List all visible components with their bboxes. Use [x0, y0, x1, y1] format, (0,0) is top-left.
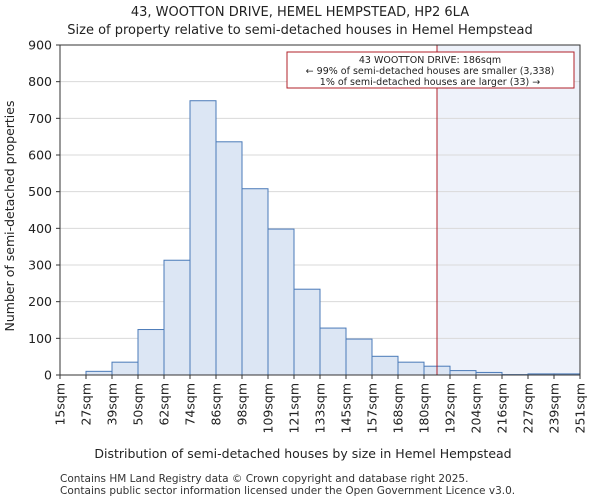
- x-tick-label: 145sqm: [339, 383, 354, 433]
- y-tick-label: 500: [28, 184, 52, 199]
- x-tick-label: 133sqm: [313, 383, 328, 433]
- x-axis-label: Distribution of semi-detached houses by …: [94, 446, 511, 461]
- x-tick-label: 192sqm: [443, 383, 458, 433]
- y-tick-label: 400: [28, 221, 52, 236]
- bar: [215, 141, 243, 376]
- bar: [163, 259, 191, 376]
- footer-line1: Contains HM Land Registry data © Crown c…: [60, 473, 469, 485]
- footer: Contains HM Land Registry data © Crown c…: [60, 473, 515, 497]
- x-tick-label: 86sqm: [209, 383, 224, 426]
- highlight-region: [437, 45, 580, 375]
- x-tick-label: 27sqm: [79, 383, 94, 426]
- x-tick-label: 157sqm: [365, 383, 380, 433]
- bar: [241, 188, 269, 376]
- annotation-line: ← 99% of semi-detached houses are smalle…: [306, 66, 555, 77]
- gridlines: [60, 44, 580, 376]
- bar: [137, 329, 165, 376]
- x-tick-label: 180sqm: [417, 383, 432, 433]
- bar: [267, 228, 295, 376]
- histogram-chart: 0 100 200 300 400 500 600 700 800 900 15sqm 27sqm 3…: [2, 38, 588, 462]
- chart-title-line2: Size of property relative to semi-detach…: [67, 23, 533, 38]
- chart-title: 43, WOOTTON DRIVE, HEMEL HEMPSTEAD, HP2 …: [0, 4, 600, 40]
- annotation-box: [286, 51, 575, 89]
- annotation-line: 1% of semi-detached houses are larger (3…: [320, 77, 540, 88]
- footer-line2: Contains public sector information licen…: [60, 485, 516, 497]
- y-tick-label: 100: [28, 331, 52, 346]
- y-tick-label: 300: [28, 258, 52, 273]
- y-tick-label: 800: [28, 74, 52, 89]
- x-axis-ticks: 15sqm 27sqm 39sqm 50sqm 62sqm 74sqm 86sqm 98sqm…: [53, 375, 588, 433]
- bar: [345, 338, 373, 376]
- bar: [449, 370, 477, 376]
- y-axis-label: Number of semi-detached properties: [2, 101, 17, 332]
- chart-title-line1: 43, WOOTTON DRIVE, HEMEL HEMPSTEAD, HP2 …: [130, 5, 470, 20]
- bar: [189, 100, 217, 376]
- x-tick-label: 204sqm: [469, 383, 484, 433]
- x-tick-label: 227sqm: [521, 383, 536, 433]
- y-tick-label: 900: [28, 38, 52, 53]
- x-tick-label: 50sqm: [131, 383, 146, 426]
- annotation-text: 43 WOOTTON DRIVE: 186sqm← 99% of semi-de…: [306, 55, 555, 88]
- x-tick-label: 98sqm: [235, 383, 250, 426]
- x-tick-label: 251sqm: [573, 383, 588, 433]
- bars: [85, 100, 581, 376]
- x-tick-label: 74sqm: [183, 383, 198, 426]
- x-tick-label: 62sqm: [157, 383, 172, 426]
- x-tick-label: 239sqm: [547, 383, 562, 433]
- plot-frame: [59, 44, 581, 376]
- x-tick-label: 216sqm: [495, 383, 510, 433]
- bar: [111, 361, 139, 376]
- y-tick-label: 700: [28, 111, 52, 126]
- annotation-line: 43 WOOTTON DRIVE: 186sqm: [359, 55, 501, 66]
- bar: [397, 361, 425, 376]
- y-axis-ticks: 0 100 200 300 400 500 600 700 800 900: [28, 38, 60, 383]
- x-tick-label: 39sqm: [105, 383, 120, 426]
- y-tick-label: 0: [44, 368, 52, 383]
- x-tick-label: 168sqm: [391, 383, 406, 433]
- y-tick-label: 200: [28, 294, 52, 309]
- y-tick-label: 600: [28, 148, 52, 163]
- bar: [371, 355, 399, 376]
- bar: [319, 327, 347, 376]
- bar: [85, 370, 113, 376]
- x-tick-label: 15sqm: [53, 383, 68, 426]
- x-tick-label: 121sqm: [287, 383, 302, 433]
- x-tick-label: 109sqm: [261, 383, 276, 433]
- bar: [293, 288, 321, 376]
